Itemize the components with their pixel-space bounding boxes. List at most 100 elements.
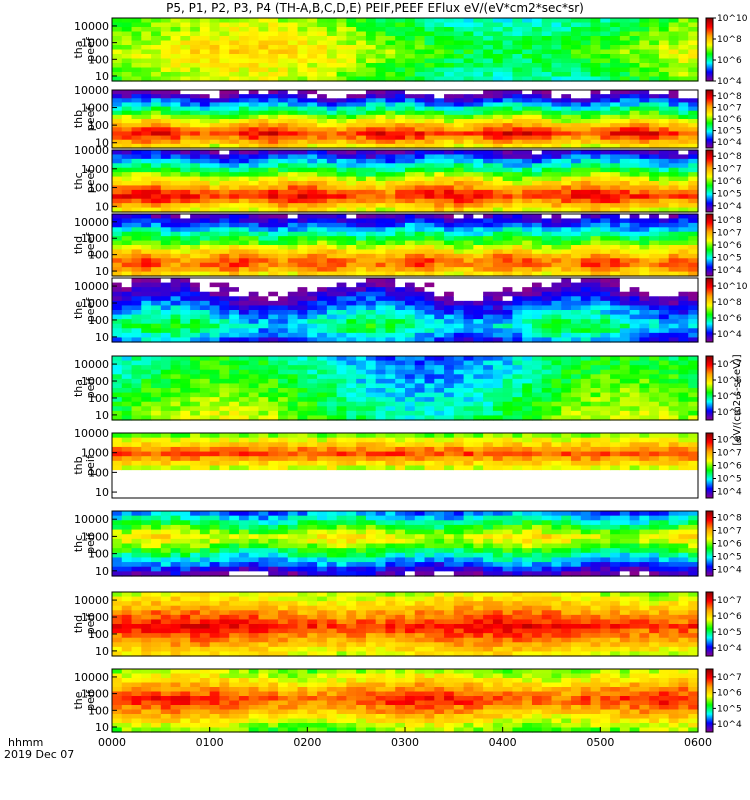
heatmap-cell bbox=[434, 383, 445, 389]
heatmap-cell bbox=[326, 337, 338, 343]
heatmap-cell bbox=[678, 127, 689, 133]
heatmap-cell bbox=[112, 287, 123, 293]
heatmap-cell bbox=[307, 222, 318, 228]
heatmap-cell bbox=[541, 383, 553, 389]
heatmap-cell bbox=[141, 176, 152, 182]
heatmap-cell bbox=[492, 374, 504, 380]
y-tick-label: 1000 bbox=[81, 37, 109, 50]
heatmap-cell bbox=[248, 58, 260, 64]
heatmap-cell bbox=[385, 90, 396, 95]
heatmap-cell bbox=[375, 278, 387, 284]
heatmap-cell bbox=[199, 271, 211, 277]
heatmap-cell bbox=[453, 58, 465, 64]
heatmap-cell bbox=[209, 415, 221, 421]
heatmap-cell bbox=[502, 139, 514, 145]
heatmap-cell bbox=[512, 76, 523, 82]
heatmap-cell bbox=[365, 123, 377, 128]
heatmap-cell bbox=[434, 119, 445, 124]
heatmap-cell bbox=[131, 207, 142, 213]
heatmap-cell bbox=[512, 222, 523, 228]
heatmap-cell bbox=[336, 378, 347, 385]
heatmap-cell bbox=[463, 328, 474, 334]
heatmap-cell bbox=[287, 319, 299, 325]
heatmap-cell bbox=[639, 123, 650, 128]
heatmap-cell bbox=[180, 114, 191, 120]
heatmap-cell bbox=[551, 98, 562, 104]
heatmap-cell bbox=[170, 323, 181, 329]
panel-thc-peef bbox=[111, 149, 699, 213]
heatmap-cell bbox=[492, 287, 504, 293]
heatmap-cell bbox=[317, 374, 328, 380]
heatmap-cell bbox=[522, 98, 533, 104]
heatmap-cell bbox=[541, 31, 553, 37]
heatmap-cell bbox=[326, 31, 338, 37]
heatmap-cell bbox=[424, 176, 435, 182]
heatmap-cell bbox=[365, 282, 377, 288]
heatmap-cell bbox=[160, 102, 172, 108]
heatmap-cell bbox=[668, 189, 680, 195]
heatmap-cell bbox=[180, 271, 191, 277]
heatmap-cell bbox=[336, 45, 347, 51]
heatmap-cell bbox=[473, 98, 484, 104]
heatmap-cell bbox=[522, 36, 533, 42]
heatmap-cell bbox=[112, 249, 123, 255]
heatmap-cell bbox=[610, 249, 621, 255]
heatmap-cell bbox=[619, 222, 631, 228]
heatmap-cell bbox=[551, 300, 562, 307]
heatmap-cell bbox=[180, 388, 191, 394]
heatmap-cell bbox=[219, 181, 230, 187]
heatmap-cell bbox=[463, 58, 474, 64]
heatmap-cell bbox=[180, 282, 191, 288]
heatmap-cell bbox=[453, 76, 465, 82]
heatmap-cell bbox=[336, 258, 347, 264]
heatmap-cell bbox=[141, 392, 152, 398]
heatmap-cell bbox=[121, 291, 133, 297]
heatmap-cell bbox=[160, 314, 172, 320]
heatmap-cell bbox=[151, 172, 162, 178]
heatmap-cell bbox=[209, 181, 221, 187]
heatmap-cell bbox=[629, 319, 640, 325]
heatmap-cell bbox=[551, 131, 562, 137]
heatmap-cell bbox=[551, 410, 562, 417]
heatmap-cell bbox=[619, 106, 631, 112]
heatmap-cell bbox=[180, 31, 191, 37]
heatmap-cell bbox=[531, 214, 543, 220]
heatmap-cell bbox=[346, 63, 357, 69]
heatmap-cell bbox=[590, 18, 601, 24]
heatmap-cell bbox=[473, 300, 484, 307]
heatmap-cell bbox=[600, 181, 611, 187]
heatmap-cell bbox=[619, 49, 631, 55]
heatmap-cell bbox=[219, 253, 230, 259]
heatmap-cell bbox=[268, 214, 279, 220]
heatmap-cell bbox=[190, 337, 201, 343]
heatmap-cell bbox=[112, 98, 123, 104]
heatmap-cell bbox=[483, 258, 494, 264]
heatmap-cell bbox=[219, 135, 230, 141]
heatmap-cell bbox=[502, 332, 514, 339]
heatmap-cell bbox=[580, 18, 592, 24]
heatmap-cell bbox=[688, 323, 699, 329]
heatmap-cell bbox=[151, 287, 162, 293]
heatmap-cell bbox=[531, 90, 543, 95]
heatmap-cell bbox=[238, 114, 250, 120]
heatmap-cell bbox=[531, 22, 543, 28]
heatmap-cell bbox=[151, 63, 162, 69]
heatmap-cell bbox=[209, 36, 221, 42]
heatmap-cell bbox=[463, 176, 474, 182]
heatmap-cell bbox=[688, 253, 699, 259]
heatmap-cell bbox=[190, 262, 201, 268]
heatmap-cell bbox=[561, 194, 572, 200]
heatmap-cell bbox=[317, 181, 328, 187]
heatmap-cell bbox=[619, 67, 631, 73]
heatmap-cell bbox=[580, 300, 592, 307]
heatmap-cell bbox=[463, 369, 474, 375]
heatmap-cell bbox=[424, 258, 435, 264]
heatmap-cell bbox=[307, 154, 318, 160]
heatmap-cell bbox=[190, 253, 201, 259]
heatmap-cell bbox=[561, 253, 572, 259]
heatmap-cell bbox=[541, 158, 553, 164]
heatmap-cell bbox=[199, 22, 211, 28]
heatmap-cell bbox=[502, 360, 514, 366]
heatmap-cell bbox=[365, 378, 377, 385]
heatmap-cell bbox=[522, 185, 533, 191]
